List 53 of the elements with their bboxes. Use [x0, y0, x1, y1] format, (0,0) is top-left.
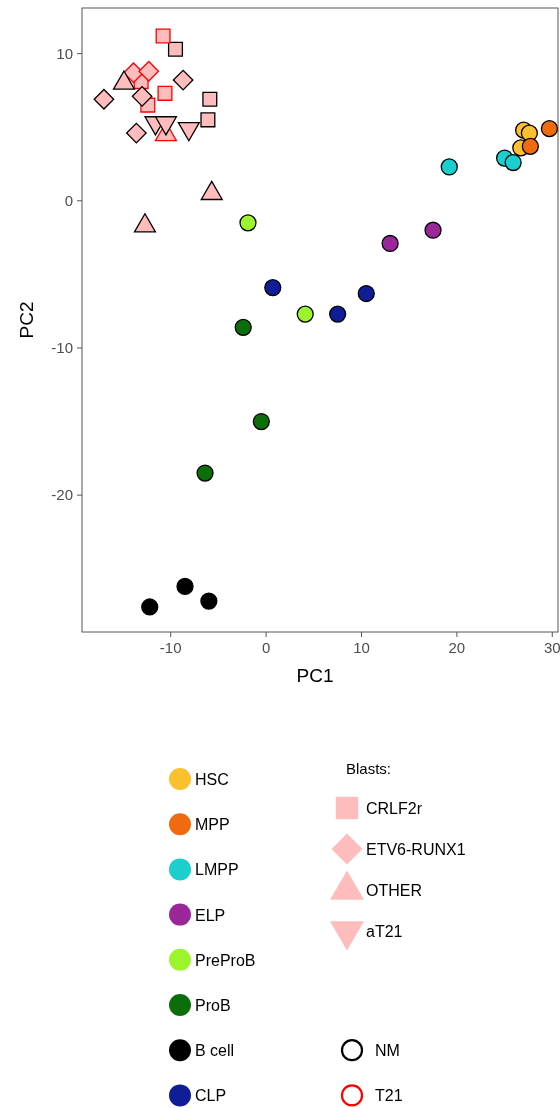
point — [329, 305, 347, 323]
y-tick-label: 10 — [56, 44, 73, 62]
x-tick-label: 20 — [448, 639, 466, 656]
legend-label: LMPP — [195, 861, 239, 879]
legend-label: aT21 — [366, 923, 403, 940]
x-axis-title: PC1 — [296, 665, 334, 686]
point — [239, 214, 257, 232]
x-tick-label: 30 — [543, 639, 560, 656]
point — [167, 41, 184, 57]
point — [234, 318, 252, 336]
point — [296, 305, 314, 323]
legend-label: ELP — [195, 906, 226, 924]
legend-label: CRLF2r — [366, 800, 423, 817]
legend-title: Blasts: — [346, 760, 392, 777]
legend-label: ETV6-RUNX1 — [366, 841, 466, 858]
y-tick-label: -10 — [51, 338, 73, 356]
legend-label: PreProB — [195, 951, 256, 969]
point — [504, 153, 522, 172]
point — [172, 69, 194, 91]
legend-label: T21 — [375, 1087, 403, 1105]
legend-label: NM — [375, 1042, 400, 1060]
point — [252, 412, 270, 431]
point — [196, 464, 214, 482]
point — [176, 577, 194, 595]
point — [200, 112, 216, 128]
legend-label: B cell — [195, 1042, 235, 1060]
y-axis-title: PC2 — [16, 301, 37, 339]
point — [540, 120, 559, 138]
legend-label: HSC — [195, 771, 229, 788]
point — [357, 284, 375, 303]
x-tick-label: 0 — [261, 639, 271, 656]
point — [93, 88, 115, 110]
point — [125, 122, 147, 144]
point — [141, 598, 159, 616]
point — [264, 279, 282, 297]
point — [200, 592, 218, 610]
point — [138, 60, 160, 82]
point — [157, 85, 173, 101]
x-tick-label: -10 — [159, 639, 182, 656]
point — [131, 85, 153, 107]
point — [424, 221, 442, 239]
x-tick-label: 10 — [353, 639, 370, 656]
legend-label: OTHER — [366, 882, 422, 899]
legend-label: CLP — [195, 1087, 227, 1105]
y-tick-label: -20 — [51, 486, 73, 504]
point — [155, 28, 171, 44]
legend-label: MPP — [195, 816, 230, 834]
y-tick-label: 0 — [64, 191, 73, 209]
point — [202, 91, 218, 107]
point — [521, 137, 539, 155]
legend-label: ProB — [195, 997, 231, 1014]
point — [381, 234, 399, 253]
point — [440, 158, 458, 176]
